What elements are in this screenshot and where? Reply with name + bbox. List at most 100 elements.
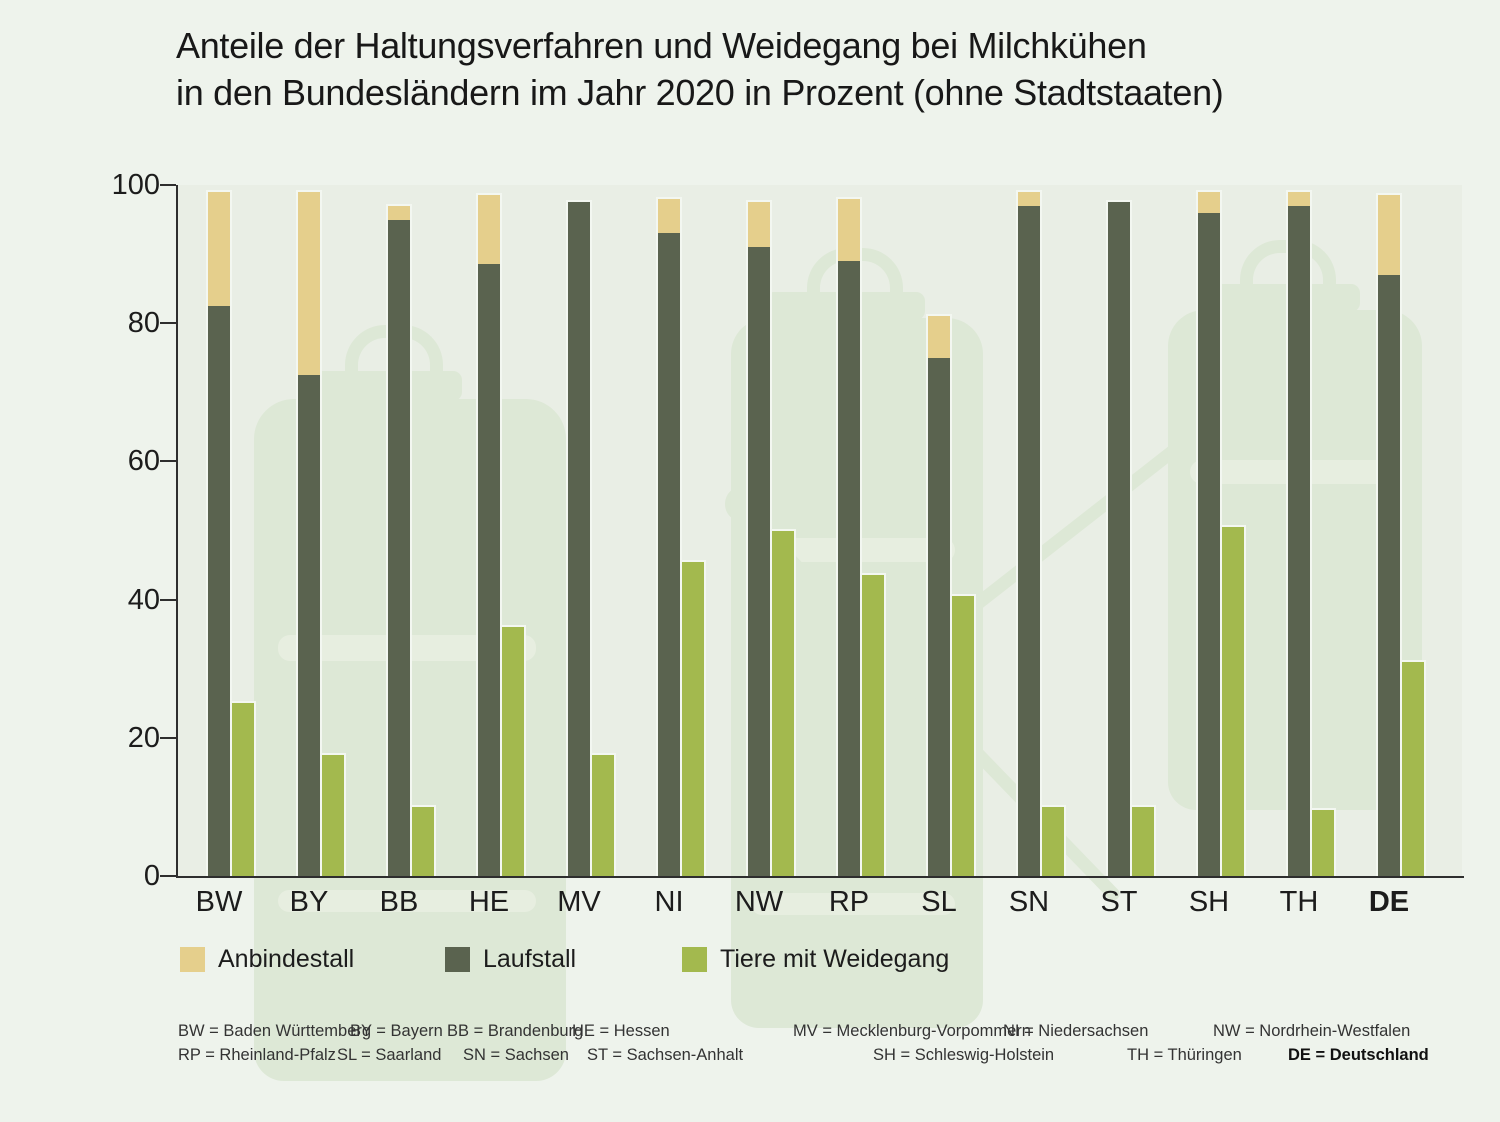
bar-weidegang-BB bbox=[410, 804, 436, 876]
stacked-bar-NW bbox=[746, 200, 772, 876]
segment-anbindestall-RP bbox=[838, 198, 860, 262]
stacked-bar-ST bbox=[1106, 200, 1132, 876]
legend-swatch-weidegang bbox=[682, 947, 707, 972]
x-axis-label-TH: TH bbox=[1279, 886, 1319, 918]
segment-weidegang-NW bbox=[772, 530, 794, 876]
stacked-bar-BW bbox=[206, 189, 232, 876]
abbreviation-MV: MV = Mecklenburg-Vorpommern bbox=[793, 1022, 1031, 1040]
segment-anbindestall-NW bbox=[748, 202, 770, 248]
segment-weidegang-BY bbox=[322, 755, 344, 876]
segment-laufstall-ST bbox=[1108, 202, 1130, 876]
segment-anbindestall-BY bbox=[298, 191, 320, 376]
segment-laufstall-TH bbox=[1288, 205, 1310, 876]
y-tick-label-40: 40 bbox=[127, 583, 160, 616]
can-lid bbox=[1198, 284, 1360, 312]
segment-weidegang-RP bbox=[862, 575, 884, 876]
y-tick-100 bbox=[160, 184, 176, 186]
segment-weidegang-SL bbox=[952, 596, 974, 876]
segment-anbindestall-SL bbox=[928, 316, 950, 358]
segment-anbindestall-BB bbox=[388, 205, 410, 220]
bar-weidegang-BW bbox=[230, 701, 256, 876]
stacked-bar-BY bbox=[296, 189, 322, 876]
segment-laufstall-RP bbox=[838, 261, 860, 876]
bar-weidegang-MV bbox=[590, 753, 616, 876]
bar-weidegang-DE bbox=[1400, 659, 1426, 876]
y-tick-20 bbox=[160, 736, 176, 739]
x-axis-label-SN: SN bbox=[1008, 886, 1050, 918]
y-tick-label-60: 60 bbox=[127, 445, 160, 478]
segment-weidegang-MV bbox=[592, 755, 614, 876]
chart-title-line1: Anteile der Haltungsverfahren und Weideg… bbox=[176, 25, 1147, 66]
x-axis-label-NI: NI bbox=[654, 886, 684, 918]
chart-title-line2: in den Bundesländern im Jahr 2020 in Pro… bbox=[176, 72, 1224, 113]
legend-label: Tiere mit Weidegang bbox=[720, 945, 950, 973]
bar-weidegang-BY bbox=[320, 753, 346, 876]
bar-weidegang-SH bbox=[1220, 525, 1246, 876]
legend-swatch-laufstall bbox=[445, 947, 470, 972]
abbreviation-SH: SH = Schleswig-Holstein bbox=[873, 1046, 1055, 1064]
segment-laufstall-SN bbox=[1018, 205, 1040, 876]
segment-weidegang-ST bbox=[1132, 806, 1154, 876]
stacked-bar-DE bbox=[1376, 193, 1402, 876]
bar-weidegang-SL bbox=[950, 594, 976, 876]
segment-weidegang-SH bbox=[1222, 527, 1244, 876]
segment-anbindestall-BW bbox=[208, 191, 230, 306]
x-axis-label-SH: SH bbox=[1188, 886, 1230, 918]
y-tick-80 bbox=[160, 322, 176, 325]
segment-weidegang-BW bbox=[232, 703, 254, 876]
bar-weidegang-NI bbox=[680, 559, 706, 876]
segment-laufstall-BY bbox=[298, 375, 320, 876]
abbreviation-ST: ST = Sachsen-Anhalt bbox=[587, 1046, 744, 1064]
abbreviation-DE: DE = Deutschland bbox=[1288, 1046, 1429, 1064]
segment-weidegang-TH bbox=[1312, 810, 1334, 876]
stacked-bar-MV bbox=[566, 200, 592, 876]
bars-layer bbox=[178, 185, 1462, 876]
stacked-bar-BB bbox=[386, 203, 412, 876]
segment-weidegang-HE bbox=[502, 627, 524, 876]
abbreviation-NW: NW = Nordrhein-Westfalen bbox=[1213, 1022, 1411, 1040]
legend-label: Anbindestall bbox=[218, 945, 355, 973]
segment-laufstall-BW bbox=[208, 305, 230, 876]
abbreviation-NI: NI = Niedersachsen bbox=[1003, 1022, 1149, 1040]
stacked-bar-NI bbox=[656, 196, 682, 876]
stacked-bar-SL bbox=[926, 314, 952, 876]
segment-weidegang-NI bbox=[682, 561, 704, 876]
stacked-bar-RP bbox=[836, 196, 862, 876]
can-stripe bbox=[751, 893, 955, 915]
abbreviation-SN: SN = Sachsen bbox=[463, 1046, 569, 1064]
segment-laufstall-HE bbox=[478, 264, 500, 876]
bar-weidegang-HE bbox=[500, 625, 526, 876]
segment-laufstall-NI bbox=[658, 233, 680, 876]
y-tick-0 bbox=[160, 875, 176, 877]
segment-weidegang-BB bbox=[412, 806, 434, 876]
bar-weidegang-TH bbox=[1310, 808, 1336, 876]
stacked-bar-TH bbox=[1286, 189, 1312, 876]
legend-item-weidegang: Tiere mit Weidegang bbox=[682, 945, 949, 974]
abbreviation-TH: TH = Thüringen bbox=[1127, 1046, 1242, 1064]
segment-laufstall-SL bbox=[928, 357, 950, 876]
segment-weidegang-DE bbox=[1402, 661, 1424, 876]
y-tick-label-80: 80 bbox=[127, 307, 160, 340]
y-tick-label-0: 0 bbox=[143, 860, 160, 892]
abbreviation-HE: HE = Hessen bbox=[572, 1022, 670, 1040]
segment-anbindestall-SN bbox=[1018, 191, 1040, 206]
segment-laufstall-SH bbox=[1198, 212, 1220, 876]
legend-label: Laufstall bbox=[483, 945, 577, 973]
segment-laufstall-MV bbox=[568, 202, 590, 876]
bar-weidegang-RP bbox=[860, 573, 886, 876]
can-stripe bbox=[278, 890, 536, 912]
segment-anbindestall-TH bbox=[1288, 191, 1310, 206]
y-tick-label-20: 20 bbox=[127, 721, 160, 754]
segment-laufstall-DE bbox=[1378, 274, 1400, 876]
abbreviation-BW: BW = Baden Württemberg bbox=[178, 1022, 372, 1040]
stacked-bar-SN bbox=[1016, 189, 1042, 876]
abbreviation-BY: BY = Bayern bbox=[350, 1022, 443, 1040]
bar-weidegang-SN bbox=[1040, 804, 1066, 876]
segment-laufstall-NW bbox=[748, 247, 770, 876]
segment-anbindestall-DE bbox=[1378, 195, 1400, 275]
x-axis-label-DE: DE bbox=[1368, 886, 1410, 918]
legend-swatch-anbindestall bbox=[180, 947, 205, 972]
segment-weidegang-SN bbox=[1042, 806, 1064, 876]
abbreviation-BB: BB = Brandenburg bbox=[447, 1022, 584, 1040]
abbreviation-RP: RP = Rheinland-Pfalz bbox=[178, 1046, 336, 1064]
